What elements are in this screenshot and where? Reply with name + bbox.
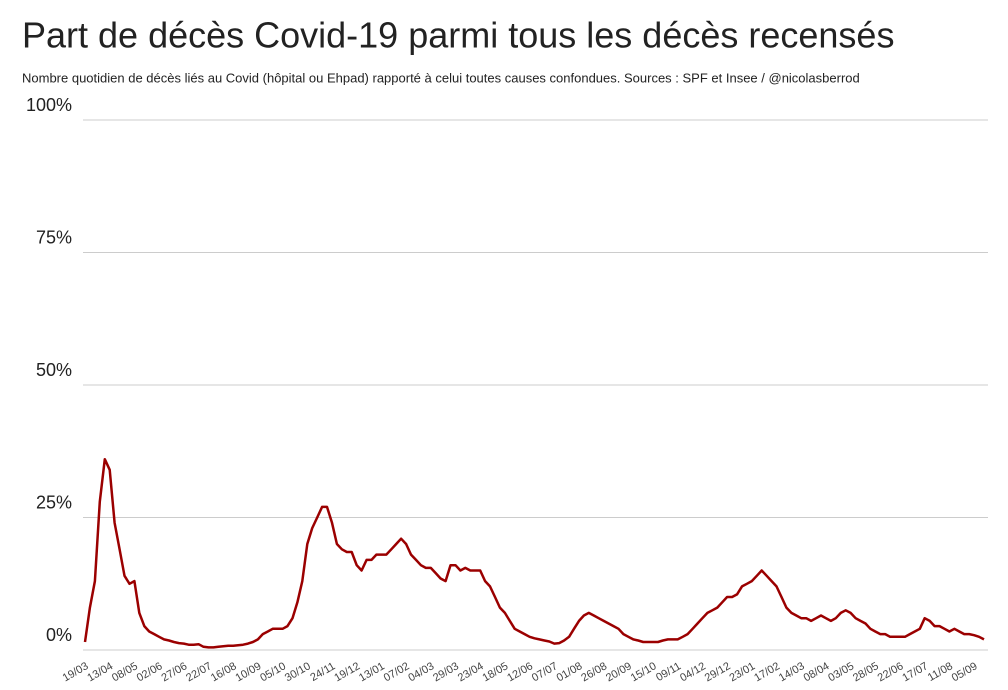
x-tick-label: 27/06 (159, 660, 189, 684)
x-tick-label: 24/11 (308, 660, 337, 684)
x-tick-label: 18/05 (481, 660, 511, 684)
x-tick-label: 10/09 (234, 660, 264, 684)
x-tick-label: 22/06 (876, 660, 906, 684)
x-tick-label: 13/04 (85, 660, 115, 684)
y-tick-label: 0% (46, 625, 72, 645)
x-tick-label: 12/06 (505, 660, 535, 684)
x-tick-label: 02/06 (135, 660, 165, 684)
x-tick-label: 23/01 (727, 660, 757, 684)
x-tick-label: 04/12 (678, 660, 708, 684)
x-tick-label: 07/07 (530, 660, 560, 684)
y-tick-label: 25% (36, 492, 72, 512)
x-tick-label: 08/05 (110, 660, 140, 684)
x-tick-label: 17/07 (900, 660, 930, 684)
x-tick-label: 05/09 (950, 660, 980, 684)
x-tick-label: 28/05 (851, 660, 881, 684)
x-tick-label: 20/09 (604, 660, 634, 684)
x-tick-label: 23/04 (456, 660, 486, 684)
x-tick-label: 08/04 (802, 660, 832, 684)
x-tick-label: 26/08 (579, 660, 609, 684)
x-tick-label: 14/03 (777, 660, 807, 684)
x-tick-label: 29/03 (431, 660, 461, 684)
x-tick-label: 19/03 (61, 660, 91, 684)
line (83, 457, 985, 649)
x-tick-label: 11/08 (926, 660, 955, 684)
y-tick-label: 50% (36, 360, 72, 380)
x-tick-label: 07/02 (382, 660, 412, 684)
chart-subtitle: Nombre quotidien de décès liés au Covid … (22, 70, 860, 85)
y-tick-label: 100% (26, 95, 72, 115)
x-tick-label: 19/12 (332, 660, 362, 684)
x-tick-label: 04/03 (406, 660, 436, 684)
chart-title: Part de décès Covid-19 parmi tous les dé… (22, 15, 894, 56)
x-tick-label: 09/11 (654, 660, 683, 684)
x-tick-label: 17/02 (752, 660, 782, 684)
x-tick-label: 29/12 (703, 660, 733, 684)
x-tick-label: 13/01 (357, 660, 387, 684)
x-tick-label: 03/05 (826, 660, 856, 684)
x-tick-label: 05/10 (258, 660, 288, 684)
x-tick-label: 30/10 (283, 660, 313, 684)
y-tick-label: 75% (36, 227, 72, 247)
x-tick-label: 22/07 (184, 660, 214, 684)
x-tick-label: 16/08 (209, 660, 239, 684)
x-tick-label: 01/08 (555, 660, 585, 684)
x-tick-label: 15/10 (629, 660, 659, 684)
